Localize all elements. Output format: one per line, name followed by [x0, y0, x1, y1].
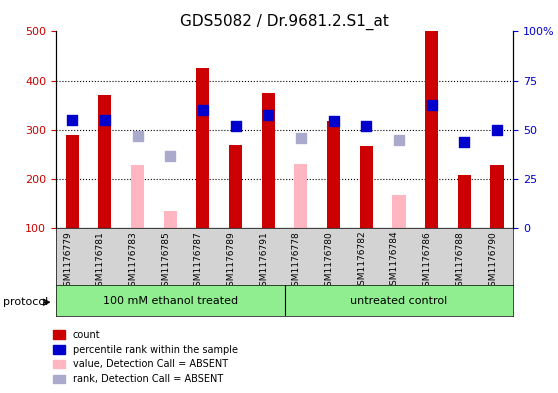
- Point: [68, 117, 76, 123]
- Text: GSM1176785: GSM1176785: [161, 231, 170, 292]
- Bar: [392, 195, 406, 228]
- Text: GSM1176787: GSM1176787: [194, 231, 203, 292]
- Bar: [458, 175, 471, 228]
- Text: GSM1176783: GSM1176783: [128, 231, 137, 292]
- Point: [362, 123, 371, 129]
- Text: GSM1176779: GSM1176779: [63, 231, 72, 292]
- Point: [427, 102, 436, 108]
- Text: GSM1176781: GSM1176781: [96, 231, 105, 292]
- Bar: [490, 165, 503, 228]
- Text: GSM1176786: GSM1176786: [422, 231, 432, 292]
- Point: [296, 135, 305, 141]
- Point: [329, 118, 338, 124]
- Legend: count, percentile rank within the sample, value, Detection Call = ABSENT, rank, : count, percentile rank within the sample…: [50, 326, 242, 388]
- Bar: [66, 134, 79, 228]
- Text: protocol: protocol: [3, 297, 48, 307]
- Bar: [425, 31, 438, 228]
- Point: [166, 152, 175, 159]
- Bar: [262, 93, 275, 228]
- Point: [493, 127, 502, 133]
- Point: [199, 107, 208, 113]
- Text: GSM1176788: GSM1176788: [455, 231, 464, 292]
- Text: GSM1176784: GSM1176784: [390, 231, 399, 292]
- Bar: [229, 145, 242, 228]
- Text: GSM1176791: GSM1176791: [259, 231, 268, 292]
- Text: GSM1176789: GSM1176789: [227, 231, 235, 292]
- Point: [395, 136, 403, 143]
- Title: GDS5082 / Dr.9681.2.S1_at: GDS5082 / Dr.9681.2.S1_at: [180, 14, 389, 30]
- Bar: [163, 211, 177, 228]
- Point: [133, 133, 142, 139]
- Bar: [196, 68, 209, 228]
- Text: GSM1176790: GSM1176790: [488, 231, 497, 292]
- Point: [460, 139, 469, 145]
- Bar: [327, 121, 340, 228]
- Point: [264, 112, 273, 118]
- Bar: [360, 146, 373, 228]
- Bar: [131, 165, 144, 228]
- Text: GSM1176782: GSM1176782: [357, 231, 366, 292]
- Text: GSM1176780: GSM1176780: [325, 231, 334, 292]
- Text: 100 mM ethanol treated: 100 mM ethanol treated: [103, 296, 238, 306]
- Text: GSM1176778: GSM1176778: [292, 231, 301, 292]
- Bar: [295, 164, 307, 228]
- Point: [231, 123, 240, 129]
- Bar: [98, 95, 112, 228]
- Point: [100, 117, 109, 123]
- Text: untreated control: untreated control: [350, 296, 448, 306]
